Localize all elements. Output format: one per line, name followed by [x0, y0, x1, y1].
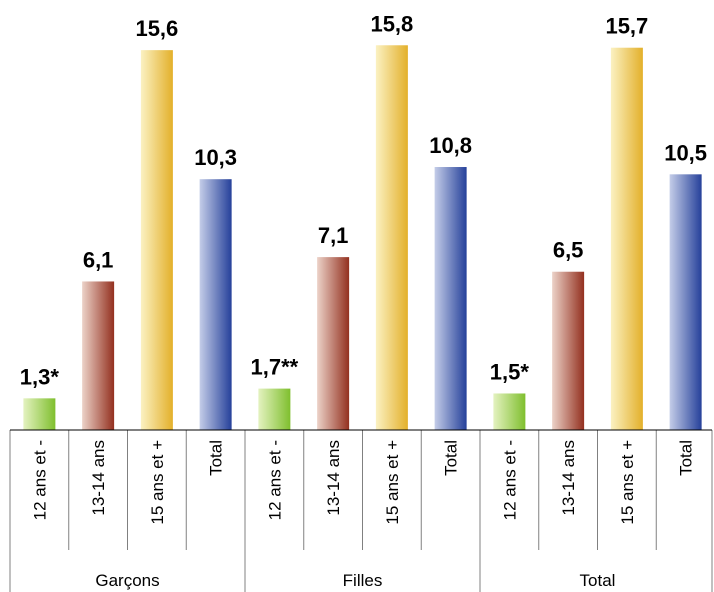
- category-label-filles-15-ans-et: 15 ans et +: [383, 440, 402, 525]
- bar-gar-ons-12-ans-et: [23, 398, 56, 430]
- bar-total-12-ans-et: [493, 393, 526, 430]
- bar-gar-ons-15-ans-et: [140, 50, 173, 430]
- value-label-total-12-ans-et: 1,5*: [490, 359, 530, 384]
- bar-filles-15-ans-et: [375, 45, 408, 431]
- value-label-gar-ons-total: 10,3: [194, 145, 237, 170]
- group-label-total: Total: [580, 571, 616, 590]
- bar-filles-12-ans-et: [258, 388, 291, 430]
- value-label-total-13-14-ans: 6,5: [553, 238, 584, 263]
- category-label-total-12-ans-et: 12 ans et -: [500, 440, 519, 520]
- value-label-total-15-ans-et: 15,7: [605, 14, 648, 39]
- value-label-filles-13-14-ans: 7,1: [318, 223, 349, 248]
- category-label-filles-12-ans-et: 12 ans et -: [265, 440, 284, 520]
- bars-layer: [23, 45, 702, 431]
- value-label-gar-ons-15-ans-et: 15,6: [135, 16, 178, 41]
- bar-total-13-14-ans: [552, 271, 585, 430]
- bar-gar-ons-13-14-ans: [82, 281, 115, 430]
- category-label-gar-ons-13-14-ans: 13-14 ans: [89, 440, 108, 516]
- value-label-filles-12-ans-et: 1,7**: [251, 355, 299, 380]
- category-label-gar-ons-total: Total: [207, 440, 226, 476]
- category-label-total-total: Total: [677, 440, 696, 476]
- group-label-gar-ons: Garçons: [95, 571, 159, 590]
- value-label-filles-total: 10,8: [429, 133, 472, 158]
- value-label-gar-ons-12-ans-et: 1,3*: [20, 364, 60, 389]
- category-label-filles-13-14-ans: 13-14 ans: [324, 440, 343, 516]
- value-labels-layer: 1,3* 6,1 15,6 10,3 1,7** 7,1 15,8 10,8 1,5* 6,5 15…: [20, 11, 707, 389]
- category-label-gar-ons-15-ans-et: 15 ans et +: [148, 440, 167, 525]
- category-axis: 12 ans et - 13-14 ans 15 ans et + Total Garç…: [9, 429, 713, 592]
- bar-filles-total: [434, 167, 467, 430]
- bar-gar-ons-total: [199, 179, 232, 430]
- category-label-filles-total: Total: [442, 440, 461, 476]
- value-label-filles-15-ans-et: 15,8: [370, 11, 413, 36]
- value-label-total-total: 10,5: [664, 140, 707, 165]
- category-label-total-13-14-ans: 13-14 ans: [559, 440, 578, 516]
- value-label-gar-ons-13-14-ans: 6,1: [83, 247, 114, 272]
- bar-total-total: [669, 174, 702, 430]
- bar-total-15-ans-et: [610, 47, 643, 431]
- category-label-gar-ons-12-ans-et: 12 ans et -: [30, 440, 49, 520]
- category-label-total-15-ans-et: 15 ans et +: [618, 440, 637, 525]
- bar-filles-13-14-ans: [317, 257, 350, 430]
- group-label-filles: Filles: [343, 571, 383, 590]
